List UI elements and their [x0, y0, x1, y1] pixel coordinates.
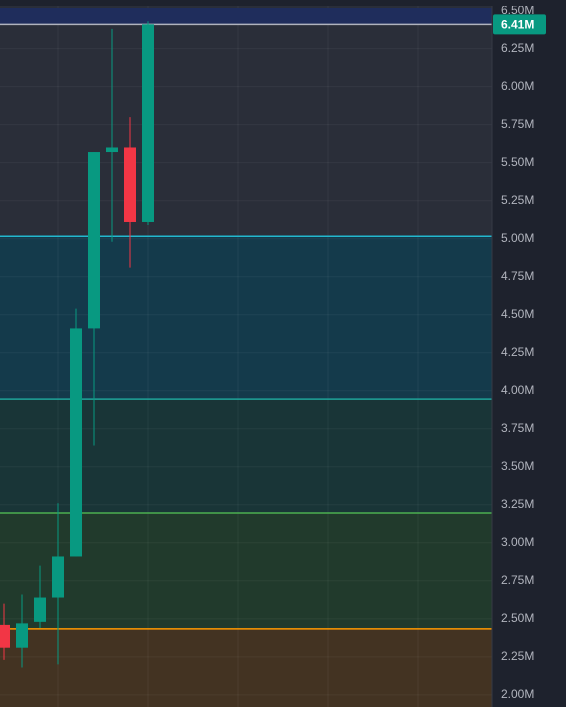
candle-body [88, 152, 100, 329]
y-tick-label: 2.25M [501, 649, 534, 663]
candle-body [124, 147, 136, 222]
y-tick-label: 5.25M [501, 193, 534, 207]
candle-body [34, 597, 46, 622]
y-tick-label: 2.00M [501, 687, 534, 701]
y-tick-label: 5.75M [501, 117, 534, 131]
level-zone [0, 628, 492, 707]
y-tick-label: 4.50M [501, 307, 534, 321]
y-tick-label: 6.00M [501, 79, 534, 93]
candle-body [0, 624, 10, 648]
candle-body [106, 147, 118, 153]
last-price-band [0, 8, 492, 25]
y-tick-label: 5.00M [501, 231, 534, 245]
y-tick-label: 3.00M [501, 535, 534, 549]
y-tick-label: 6.25M [501, 41, 534, 55]
y-tick-label: 2.75M [501, 573, 534, 587]
candle-body [142, 24, 154, 222]
y-tick-label: 3.25M [501, 497, 534, 511]
candle-body [16, 623, 28, 648]
y-tick-label: 3.75M [501, 421, 534, 435]
candle-body [70, 328, 82, 557]
price-axis [492, 0, 566, 707]
top-strip [0, 0, 566, 6]
last-price-tag [493, 14, 546, 35]
y-tick-label: 6.50M [501, 3, 534, 17]
y-tick-label: 3.50M [501, 459, 534, 473]
y-tick-label: 4.25M [501, 345, 534, 359]
y-tick-label: 4.00M [501, 383, 534, 397]
y-tick-label: 5.50M [501, 155, 534, 169]
last-price-label: 6.41M [501, 17, 534, 31]
y-tick-label: 2.50M [501, 611, 534, 625]
candle-body [52, 556, 64, 598]
y-tick-label: 4.75M [501, 269, 534, 283]
